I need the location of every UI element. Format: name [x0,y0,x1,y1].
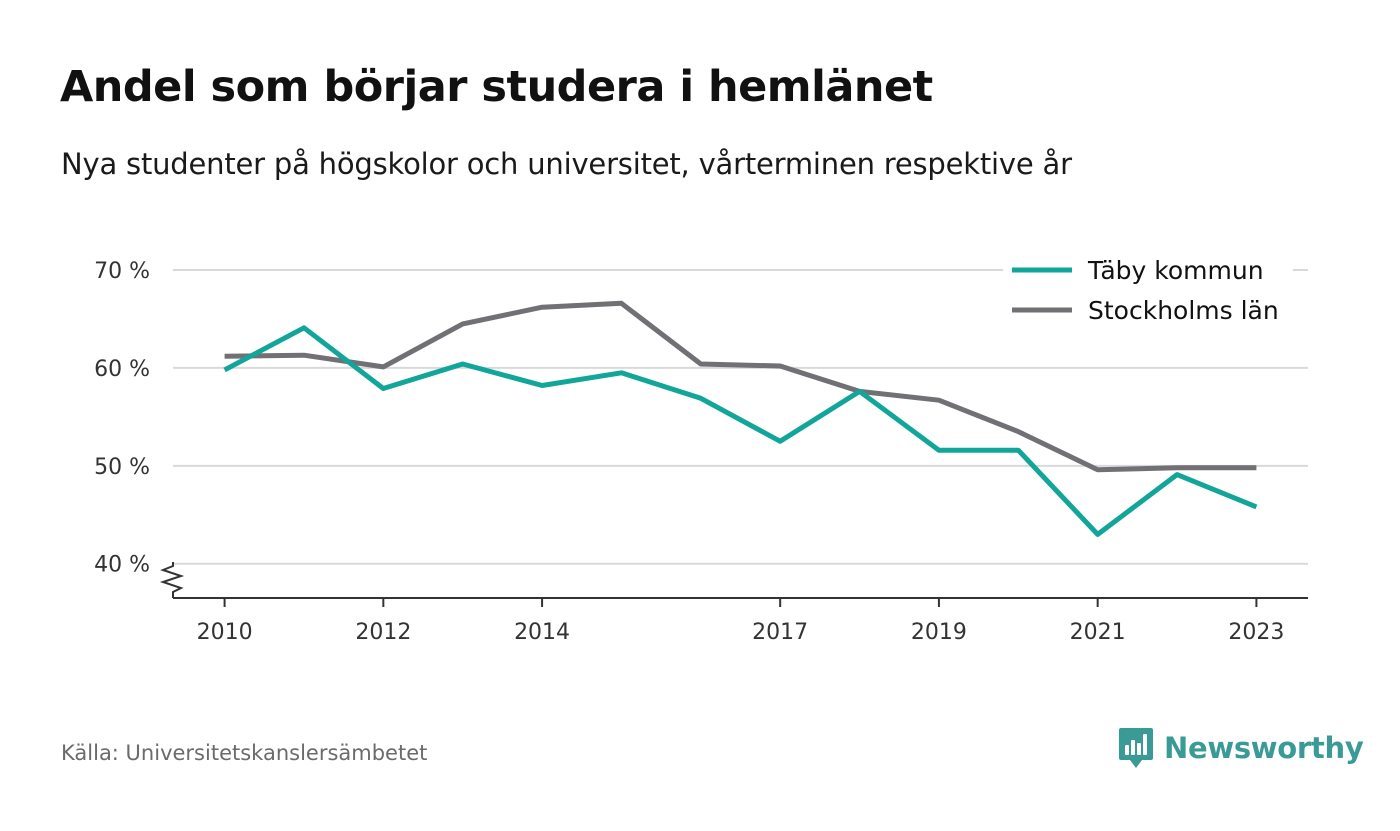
chart-subtitle: Nya studenter på högskolor och universit… [61,147,1072,181]
brand-name: Newsworthy [1164,731,1364,765]
y-tick-label-40: 40 % [94,553,150,578]
x-tick-label-2012: 2012 [355,620,411,645]
x-axis: 2010 2012 2014 2017 2019 2021 2023 [159,562,1308,645]
legend-label-0: Täby kommun [1087,256,1264,285]
source-note: Källa: Universitetskanslersämbetet [61,741,428,765]
series-line-stockholms-lan [224,300,1257,473]
x-tick-label-2021: 2021 [1070,620,1126,645]
brand-logo: Newsworthy [1118,726,1364,770]
x-tick-label-2010: 2010 [197,620,253,645]
x-tick-label-2019: 2019 [911,620,967,645]
legend: Täby kommun Stockholms län [1003,248,1293,332]
y-axis-tick-labels: 40 % 50 % 60 % 70 % [94,259,150,578]
series-line-taby-kommun [223,325,1258,537]
chart-title: Andel som börjar studera i hemlänet [60,62,933,112]
legend-background [1003,248,1293,332]
y-tick-label-60: 60 % [94,357,150,382]
axis-break-icon [159,562,185,598]
legend-label-1: Stockholms län [1088,296,1279,325]
x-tick-label-2014: 2014 [514,620,570,645]
y-tick-label-50: 50 % [94,455,150,480]
y-tick-label-70: 70 % [94,259,150,284]
x-tick-label-2017: 2017 [752,620,808,645]
x-tick-label-2023: 2023 [1228,620,1284,645]
newsworthy-logo-icon [1119,728,1153,768]
series-lines [223,300,1258,537]
